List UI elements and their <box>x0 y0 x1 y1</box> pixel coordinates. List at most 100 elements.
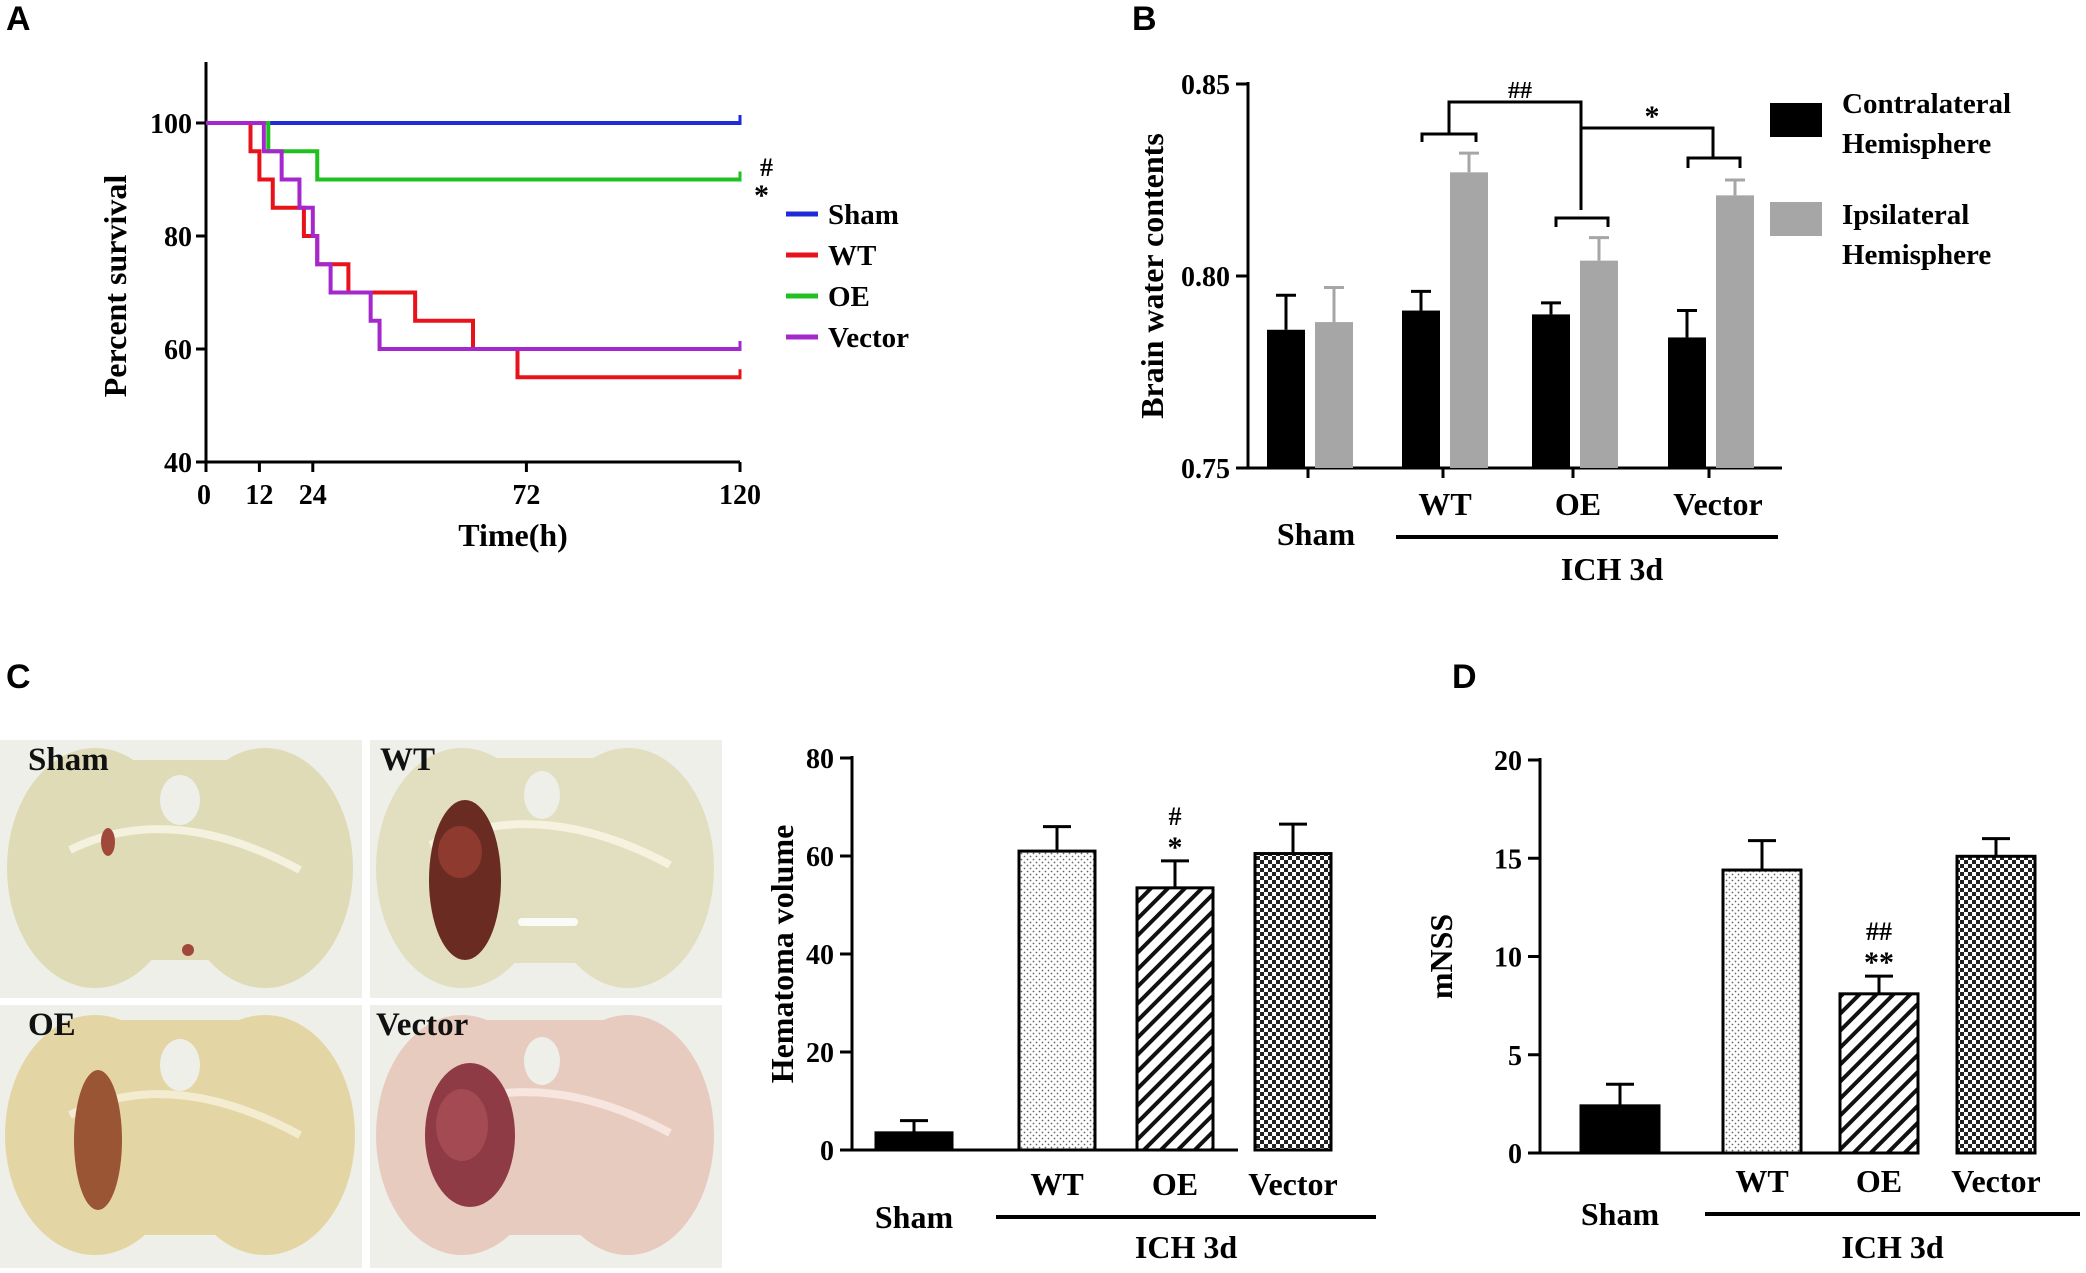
annotation-star: * <box>754 179 769 212</box>
y-tick-label: 60 <box>164 335 192 366</box>
y-tick-label: 40 <box>806 940 834 971</box>
group-label-ich: ICH 3d <box>1135 1229 1237 1265</box>
x-tick-label: 120 <box>719 480 761 511</box>
annotation-hash: # <box>760 153 773 182</box>
legend-label-vector: Vector <box>828 322 909 354</box>
x-tick-label: 24 <box>299 480 327 511</box>
bar-wt-contra <box>1402 310 1440 468</box>
y-tick-label: 40 <box>164 448 192 479</box>
brain-photo-oe: OE <box>0 1005 362 1268</box>
group-label-ich: ICH 3d <box>1561 551 1663 587</box>
panel-label-d: D <box>1452 658 1477 696</box>
significance-bracket <box>1581 126 1715 158</box>
x-axis-title: Time(h) <box>458 517 568 553</box>
significance-bracket <box>1447 100 1583 210</box>
y-tick-label: 0.85 <box>1181 70 1230 101</box>
category-label-oe: OE <box>1152 1166 1198 1202</box>
brain-section-graphic <box>7 748 353 988</box>
bar-sham <box>874 1131 954 1152</box>
photo-label-oe: OE <box>28 1007 76 1043</box>
bar-sham-ipsi <box>1315 322 1353 468</box>
brain-section-graphic <box>5 1015 355 1255</box>
category-label-sham: Sham <box>1581 1196 1660 1232</box>
bar-oe <box>1135 886 1215 1152</box>
category-label-vector: Vector <box>1673 486 1762 522</box>
photo-label-wt: WT <box>380 742 436 778</box>
legend-label-line2: Hemisphere <box>1842 239 1991 271</box>
bar-oe-contra <box>1532 314 1570 468</box>
legend-label-wt: WT <box>828 240 876 272</box>
brain-photo-wt: WT <box>370 740 722 998</box>
photo-label-vector: Vector <box>376 1007 469 1043</box>
bar-vector-contra <box>1668 337 1706 468</box>
y-tick-label: 80 <box>806 744 834 775</box>
annotation-oe-hash: # <box>1169 802 1182 831</box>
category-label-wt: WT <box>1735 1163 1788 1199</box>
significance-bracket <box>1420 132 1478 142</box>
y-tick-label: 0.80 <box>1181 262 1230 293</box>
legend-swatch-ipsi <box>1770 202 1822 236</box>
bar-oe-ipsi <box>1580 260 1618 468</box>
bar-oe <box>1838 992 1920 1155</box>
annotation-oe-star: ** <box>1864 946 1894 979</box>
category-label-wt: WT <box>1030 1166 1083 1202</box>
survival-curve-oe <box>206 121 740 182</box>
significance-bracket <box>1554 216 1610 227</box>
bar-vector <box>1955 854 2037 1155</box>
annotation-oe-star: * <box>1168 831 1183 864</box>
y-tick-label: 100 <box>150 109 192 140</box>
y-tick-label: 0 <box>820 1136 834 1167</box>
legend-swatch-contra <box>1770 103 1822 137</box>
annotation-oe-hash: ## <box>1866 917 1892 946</box>
survival-curve-vector <box>206 121 740 351</box>
x-tick-label: 0 <box>197 480 211 511</box>
category-label-sham: Sham <box>875 1199 954 1235</box>
y-tick-label: 0.75 <box>1181 454 1230 485</box>
category-label-oe: OE <box>1856 1163 1902 1199</box>
y-tick-label: 20 <box>806 1038 834 1069</box>
y-tick-label: 60 <box>806 842 834 873</box>
bar-vector-ipsi <box>1716 195 1754 469</box>
annotation-hash-hash: ## <box>1508 78 1532 104</box>
y-tick-label: 0 <box>1508 1139 1522 1170</box>
bar-wt-ipsi <box>1450 172 1488 468</box>
y-tick-label: 15 <box>1494 844 1522 875</box>
legend-label-line1: Ipsilateral <box>1842 199 1969 231</box>
panel-label-c: C <box>6 658 31 696</box>
brain-section-graphic <box>376 748 714 988</box>
legend-label-sham: Sham <box>828 199 899 231</box>
bar-vector <box>1253 852 1333 1152</box>
panel-label-a: A <box>6 0 31 38</box>
category-label-vector: Vector <box>1248 1166 1337 1202</box>
bar-sham <box>1579 1104 1661 1155</box>
legend-label-line2: Hemisphere <box>1842 128 1991 160</box>
category-label-sham: Sham <box>1277 516 1356 552</box>
x-tick-label: 72 <box>512 480 540 511</box>
significance-bracket <box>1686 156 1742 168</box>
y-tick-label: 80 <box>164 222 192 253</box>
brain-photo-sham: Sham <box>0 740 362 998</box>
bar-wt <box>1721 868 1803 1155</box>
annotation-star: * <box>1645 100 1660 133</box>
y-axis-title: Percent survival <box>97 175 133 398</box>
brain-section-graphic <box>376 1015 714 1255</box>
category-label-vector: Vector <box>1951 1163 2040 1199</box>
panel-label-b: B <box>1132 0 1157 38</box>
y-tick-label: 10 <box>1494 943 1522 974</box>
y-axis-title: Hematoma volume <box>764 825 800 1084</box>
bar-wt <box>1017 849 1097 1152</box>
chart-b-water-content: 0.75 0.80 0.85 Brain water contents Sham WT OE… <box>1134 70 2011 587</box>
y-tick-label: 20 <box>1494 746 1522 777</box>
legend-label-oe: OE <box>828 281 870 313</box>
category-label-wt: WT <box>1418 486 1471 522</box>
survival-curve-wt <box>206 121 740 380</box>
legend-label-line1: Contralateral <box>1842 88 2011 120</box>
category-label-oe: OE <box>1555 486 1601 522</box>
group-label-ich: ICH 3d <box>1841 1229 1943 1265</box>
y-axis-title: mNSS <box>1423 914 1459 999</box>
photo-label-sham: Sham <box>28 742 109 778</box>
y-tick-label: 5 <box>1508 1041 1522 1072</box>
x-tick-label: 12 <box>245 480 273 511</box>
